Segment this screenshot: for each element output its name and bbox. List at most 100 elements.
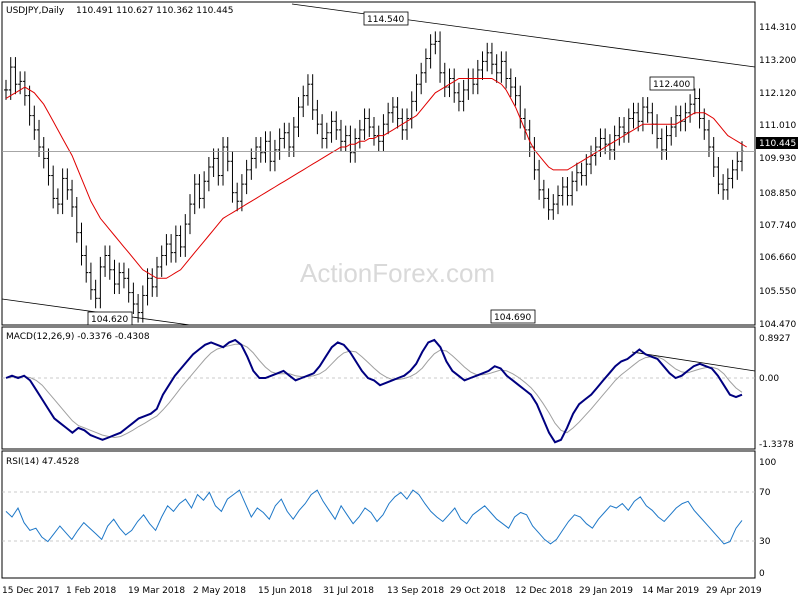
price-bar [735,151,740,180]
price-bar [188,194,192,235]
date-axis: 15 Dec 2017 1 Feb 2018 19 Mar 2018 2 May… [2,586,762,596]
price-bar [721,174,726,200]
price-bar [537,159,542,200]
price-tick: 105.550 [759,287,796,297]
watermark: ActionForex.com [300,258,495,288]
date-tick: 14 Mar 2019 [642,586,699,596]
price-bar [419,62,424,95]
price-ohlc: 110.491 110.627 110.362 110.445 [76,6,233,16]
price-bar [664,125,669,160]
price-bar [546,188,551,220]
price-bar [178,225,183,257]
rsi-tick: 0 [759,569,765,579]
price-bar [730,159,735,189]
price-bar [390,97,395,123]
price-bar [706,119,711,158]
rsi-tick: 30 [759,537,771,547]
annotation-high-114540: 114.540 [363,11,409,26]
price-bar [70,179,75,217]
macd-main-line [5,338,743,444]
macd-tick: 0.8927 [759,334,791,344]
price-bar [574,162,579,192]
price-tick: 107.740 [759,221,796,231]
rsi-panel-frame [1,450,756,579]
price-bar [164,234,169,266]
price-bar [32,105,37,140]
price-bar [697,88,702,129]
price-bar [84,245,89,283]
price-title: USDJPY,Daily [6,6,65,16]
rsi-title: RSI(14) 47.4528 [6,457,79,467]
macd-tick: 0.00 [759,374,779,384]
price-bar [145,268,150,306]
date-tick: 15 Dec 2017 [2,586,60,596]
price-bar [598,128,603,158]
price-bar [202,171,207,209]
price-bar [121,262,126,289]
price-bar [504,51,509,89]
price-bar [414,74,419,112]
macd-title: MACD(12,26,9) -0.3376 -0.4308 [6,332,150,342]
price-bar [60,168,65,215]
price-bar [235,182,240,212]
price-bar [136,294,141,323]
price-bar [291,117,296,158]
price-bar [716,157,721,195]
price-bar [570,171,575,206]
price-bar [669,117,674,146]
price-bar [584,154,589,186]
price-bar [112,259,117,295]
price-bar [197,174,202,209]
svg-text:110.445: 110.445 [759,139,796,149]
price-bar [46,148,51,186]
price-bar [527,119,532,158]
price-bar [107,245,112,280]
price-bar [79,222,84,266]
price-tick: 112.120 [759,89,796,99]
price-bar [173,225,178,263]
price-bar [683,102,688,132]
price-bar [239,174,244,212]
price-bar [126,268,131,303]
annotation-high-112400: 112.400 [649,76,695,91]
price-bar [296,97,301,138]
price-bar [159,245,164,277]
price-bar [169,234,174,263]
price-bar [93,279,98,309]
date-tick: 29 Oct 2018 [450,586,506,596]
price-bar [249,148,254,180]
price-bar [320,114,325,149]
price-bar [272,139,277,172]
date-tick: 12 Dec 2018 [515,586,573,596]
annotation-low-104690: 104.690 [490,309,536,324]
price-bar [438,31,443,83]
price-bar [513,77,518,106]
date-tick: 29 Jan 2019 [579,586,633,596]
price-bar [244,159,249,195]
price-tick: 108.850 [759,189,796,199]
price-bar [560,176,565,206]
rsi-line [5,489,743,545]
price-bar [8,57,13,100]
price-bar [13,57,18,95]
price-bar [423,48,428,83]
price-bar [216,148,221,186]
svg-text:114.540: 114.540 [367,15,404,25]
price-bar [150,268,155,297]
date-tick: 19 Mar 2018 [128,586,185,596]
svg-text:104.620: 104.620 [91,315,128,325]
price-bar [334,111,339,140]
price-bar [74,196,79,243]
price-bar [362,108,367,140]
macd-trendline [631,351,756,372]
price-tick: 104.470 [759,320,796,330]
price-bar [131,282,136,315]
price-bar [301,85,306,118]
price-bar [622,117,627,143]
price-bar [372,117,376,146]
price-bar [305,74,310,106]
price-bar [225,137,230,172]
price-bar [386,102,391,135]
price-bar [673,105,678,138]
date-tick: 31 Jul 2018 [323,586,374,596]
